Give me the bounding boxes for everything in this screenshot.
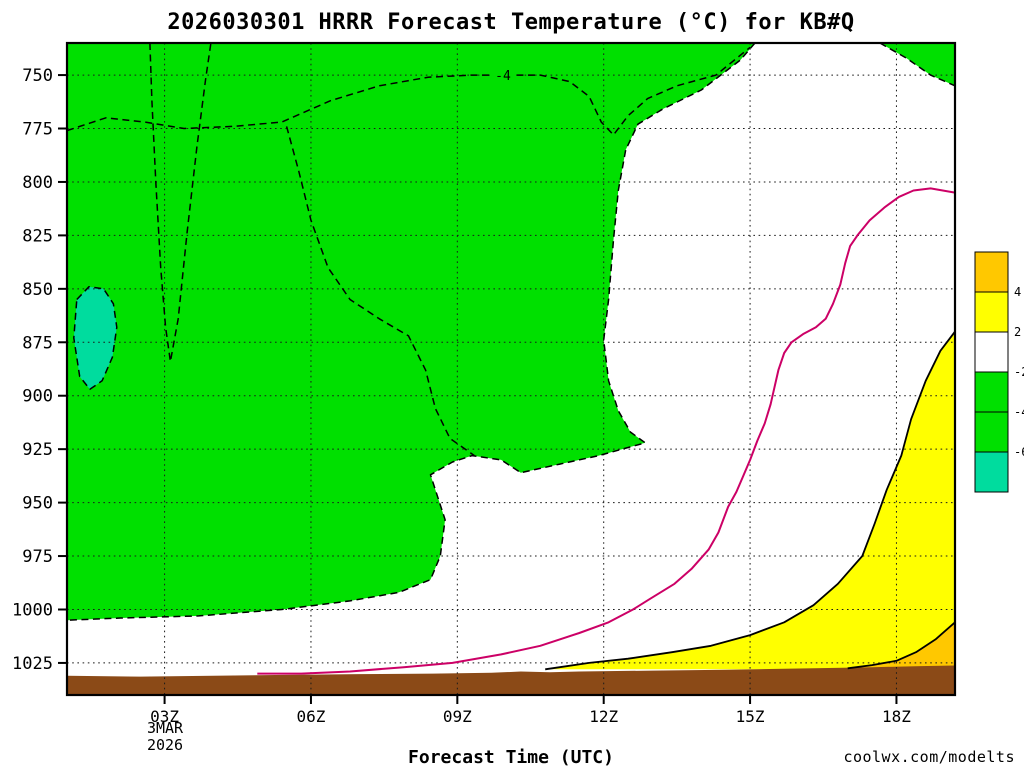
isotherm-plus4 — [847, 621, 955, 670]
region-temp-minus4-to-minus2-main — [67, 43, 755, 621]
y-tick-label-875: 875 — [22, 333, 53, 353]
colorbar-cell-3-green — [974, 371, 1009, 413]
y-tick-label-950: 950 — [22, 494, 53, 514]
plot-frame — [65, 41, 957, 697]
y-tick-label-1000: 1000 — [12, 600, 53, 620]
contour-label-bg — [490, 67, 516, 83]
colorbar-cell-5-teal — [974, 451, 1009, 493]
isotherm-zero — [257, 187, 955, 675]
y-tick-label-850: 850 — [22, 280, 53, 300]
filled-contour-regions — [67, 43, 955, 695]
colorbar-cell-1-yellow — [974, 291, 1009, 333]
y-tick-label-750: 750 — [22, 66, 53, 86]
colorbar-cell-4-green — [974, 411, 1009, 453]
x-tick-label-09Z: 09Z — [443, 707, 472, 726]
region-temp-above-plus4 — [847, 622, 955, 669]
region-below-ground — [67, 665, 955, 695]
isotherm-minus2-main — [67, 43, 756, 621]
axes-group: 750 775 800 825 850 875 900 925 950 975 1000 1025 03… — [12, 66, 911, 726]
colorbar-label-4: 4 — [1014, 285, 1021, 299]
watermark-text: coolwx.com/modelts — [843, 748, 1015, 766]
isotherm-minus4-inner — [285, 126, 475, 457]
x-axis-date-year: 2026 — [147, 736, 183, 754]
x-tick-label-18Z: 18Z — [882, 707, 911, 726]
x-tick-label-15Z: 15Z — [736, 707, 765, 726]
y-tick-label-800: 800 — [22, 173, 53, 193]
y-tick-label-1025: 1025 — [12, 654, 53, 674]
x-axis-title: Forecast Time (UTC) — [408, 747, 614, 768]
colorbar: 4 2 -2 -4 -6 — [974, 251, 1024, 493]
isotherm-minus2-topright — [879, 43, 955, 87]
colorbar-label--6: -6 — [1014, 445, 1024, 459]
chart-title: 2026030301 HRRR Forecast Temperature (°C… — [167, 10, 854, 35]
contour-label-minus4: -4 — [495, 69, 511, 84]
contour-label-group: -4 — [490, 67, 516, 84]
isotherm-minus4-loop — [149, 43, 212, 363]
x-tick-label-03Z: 03Z — [150, 707, 179, 726]
colorbar-label--4: -4 — [1014, 405, 1024, 419]
y-tick-label-825: 825 — [22, 226, 53, 246]
isotherm-minus6-pocket — [73, 285, 118, 391]
x-axis-date-month: 3MAR — [147, 719, 184, 737]
x-tick-label-06Z: 06Z — [297, 707, 326, 726]
y-tick-label-775: 775 — [22, 120, 53, 140]
colorbar-label-2: 2 — [1014, 325, 1021, 339]
x-tick-label-12Z: 12Z — [589, 707, 618, 726]
y-tick-label-975: 975 — [22, 547, 53, 567]
colorbar-label--2: -2 — [1014, 365, 1024, 379]
y-tick-label-925: 925 — [22, 440, 53, 460]
region-temp-below-minus6-pocket — [73, 286, 117, 390]
region-temp-above-plus2 — [545, 331, 955, 670]
plot-frame-group — [65, 41, 957, 697]
isotherm-plus2 — [545, 331, 955, 671]
y-tick-label-900: 900 — [22, 387, 53, 407]
colorbar-cell-2-white — [974, 331, 1009, 373]
colorbar-cell-0-orange — [974, 251, 1009, 293]
